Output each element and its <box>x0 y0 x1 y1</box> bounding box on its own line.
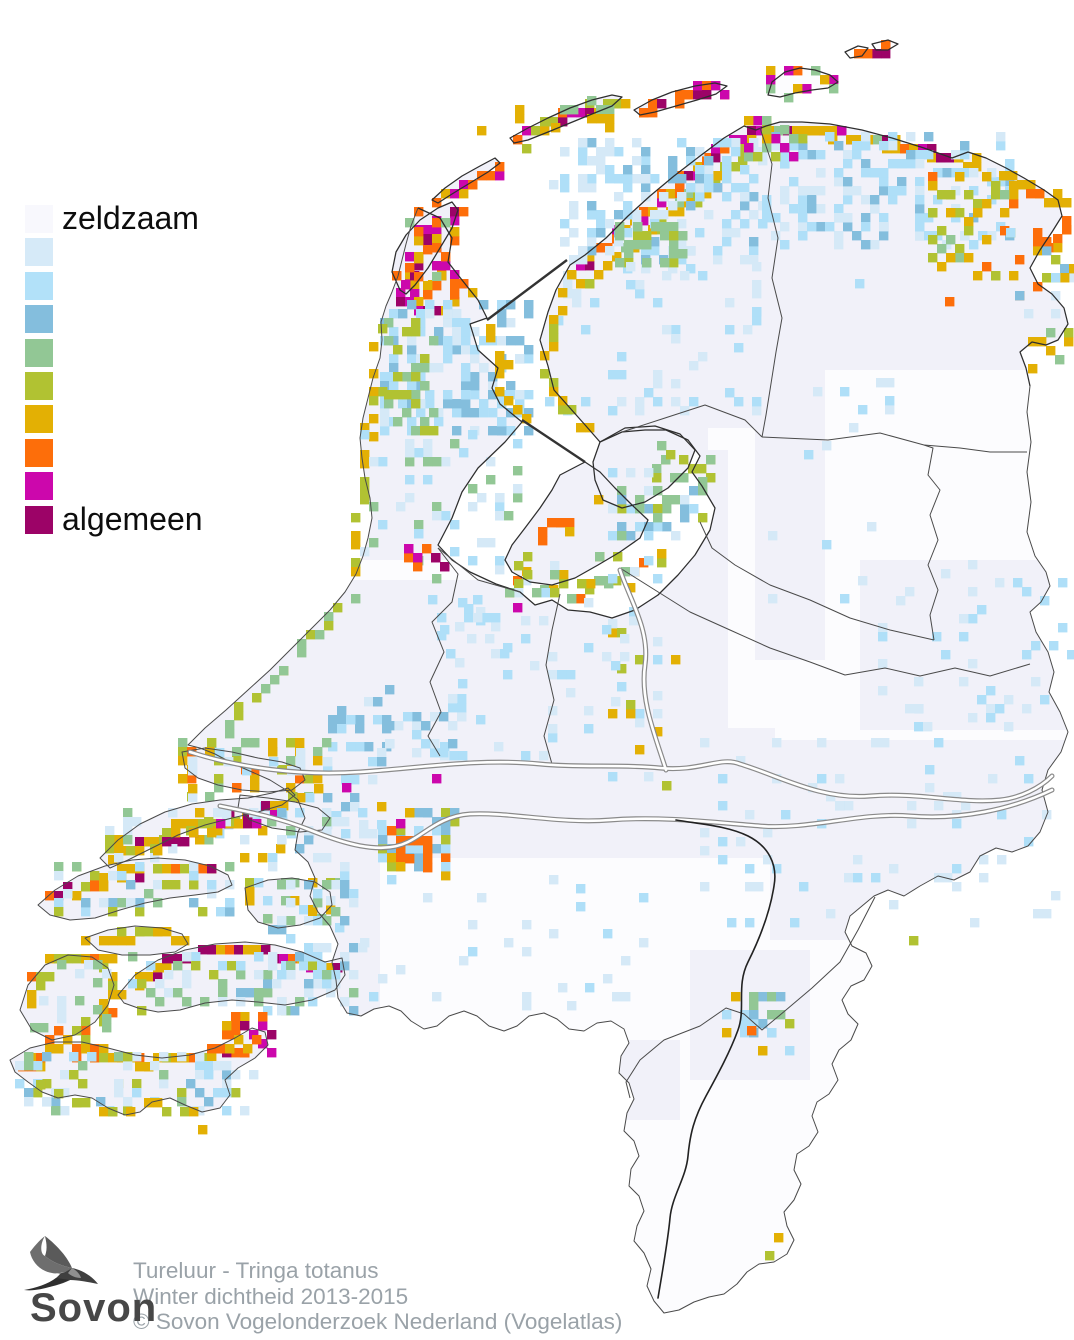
rivers-layer <box>187 567 1055 1299</box>
legend-swatch-0 <box>25 205 53 233</box>
legend-label-rare: zeldzaam <box>62 200 199 236</box>
legend-swatch-1 <box>25 238 53 267</box>
map-caption: Tureluur - Tringa totanus Winter dichthe… <box>133 1258 622 1335</box>
legend-swatch-5 <box>25 372 53 400</box>
legend-label-common: algemeen <box>62 501 203 537</box>
sovon-wordmark: Sovon <box>30 1286 158 1330</box>
legend-swatch-4 <box>25 338 53 367</box>
maas-river <box>657 819 776 1299</box>
copyright-line: © Sovon Vogelonderzoek Nederland (Vogela… <box>133 1309 623 1334</box>
afsluitdijk <box>486 259 568 321</box>
coastline-layer <box>391 39 1069 619</box>
dikes-layer <box>486 259 586 463</box>
swallow-icon <box>24 1236 98 1291</box>
legend-swatch-8 <box>25 472 53 501</box>
houtribdijk <box>521 419 586 463</box>
density-cells-layer <box>15 40 1074 1261</box>
legend-swatch-9 <box>25 505 53 534</box>
sovon-logo <box>24 1236 98 1291</box>
legend-swatch-3 <box>25 305 53 334</box>
legend-swatch-7 <box>25 438 53 467</box>
border-layer <box>9 127 1069 1314</box>
map-subtitle: Winter dichtheid 2013-2015 <box>133 1283 409 1309</box>
legend-swatch-2 <box>25 271 53 300</box>
legend-swatch-6 <box>25 405 53 434</box>
species-title: Tureluur - Tringa totanus <box>133 1258 379 1283</box>
